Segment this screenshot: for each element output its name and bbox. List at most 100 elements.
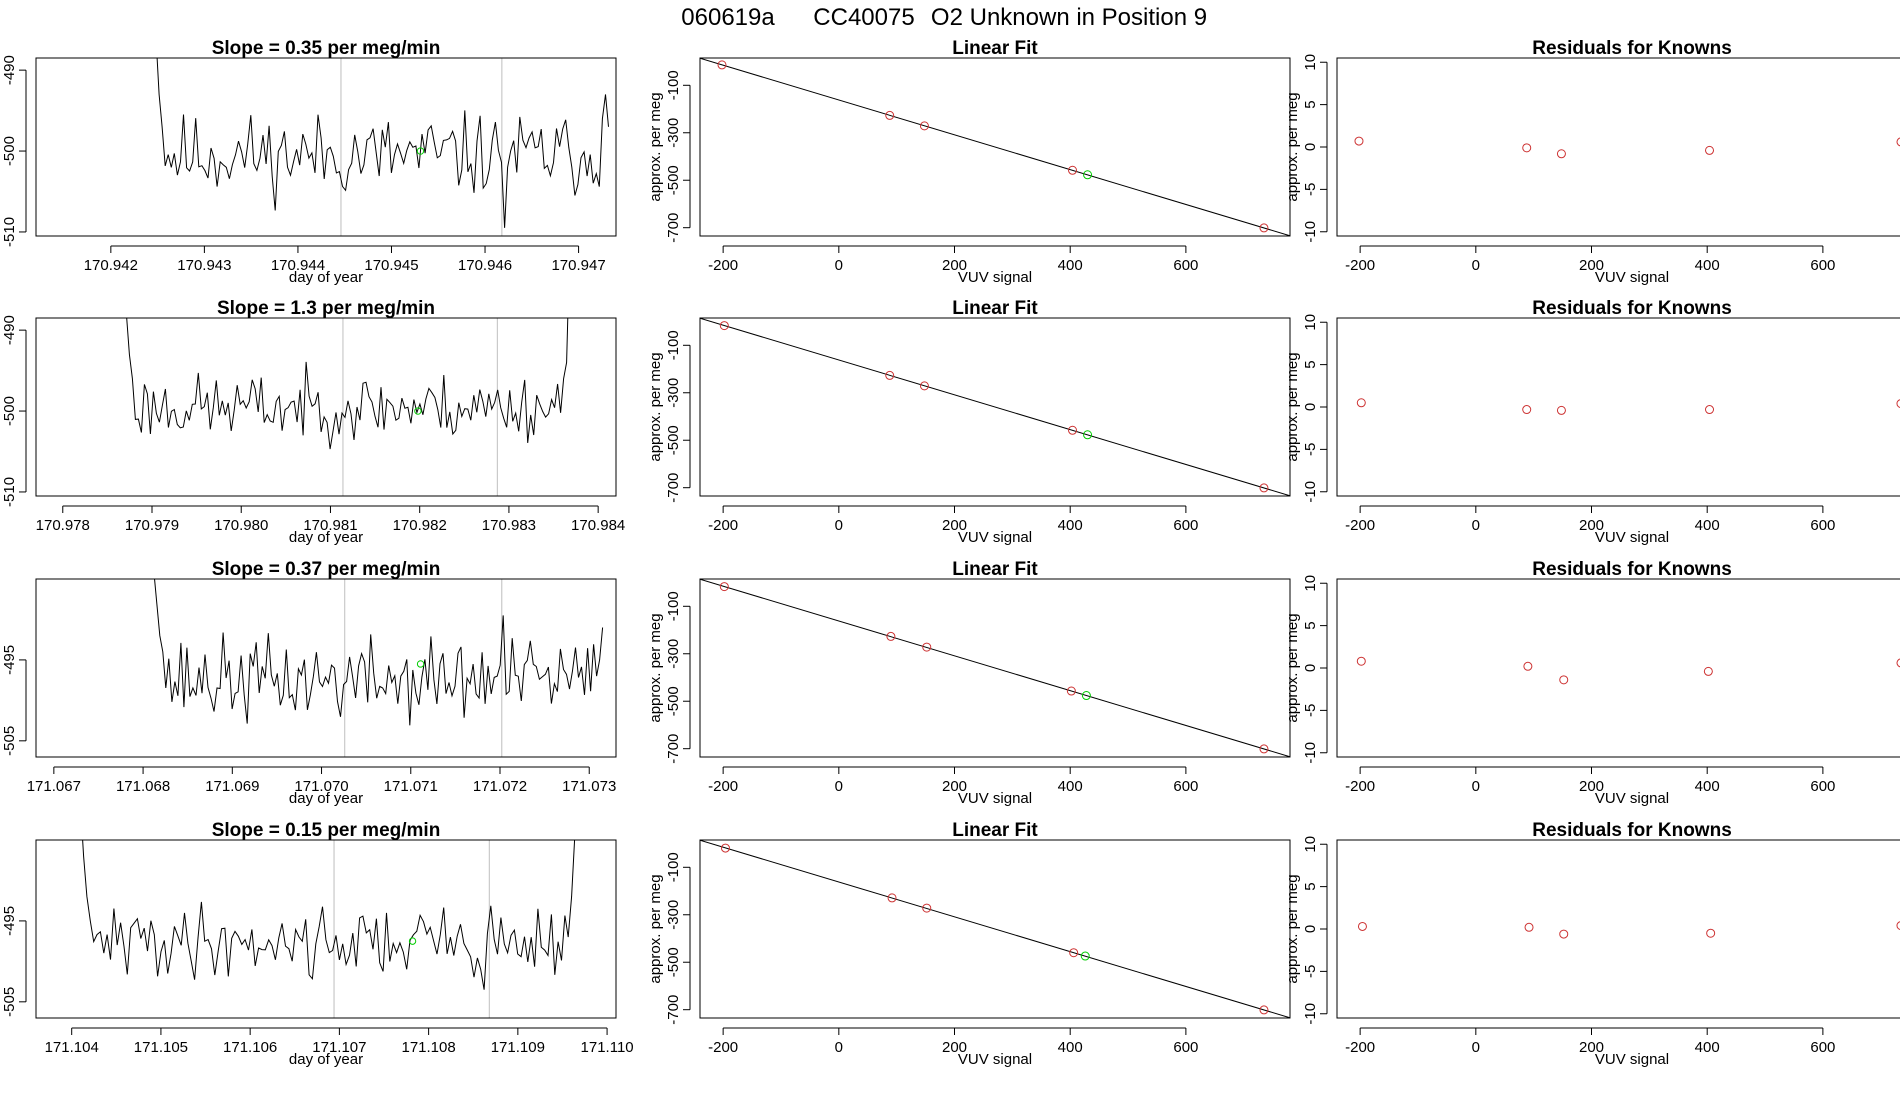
y-tick-label: -510 xyxy=(1,217,18,247)
known-point xyxy=(1068,425,1078,435)
y-tick-label: 10 xyxy=(1302,575,1319,592)
x-tick-label: 0 xyxy=(1472,517,1480,534)
panel-title: Residuals for Knowns xyxy=(1532,559,1732,580)
x-tick-label: 200 xyxy=(942,778,967,795)
residual-point xyxy=(1556,405,1566,415)
panel-trace-1: Slope = 0.35 per meg/min 170.942 170.943 17… xyxy=(1,38,617,286)
known-point xyxy=(886,631,896,641)
panel-resid-2: Residuals for Knowns -200 0 200 400 600 VUV si… xyxy=(1284,298,1900,546)
panel-title: Slope = 0.15 per meg/min xyxy=(212,820,441,841)
residual-point xyxy=(1354,136,1364,146)
x-tick-label: -200 xyxy=(1345,517,1375,534)
y-tick-label: -300 xyxy=(665,900,682,930)
x-tick-label: 171.108 xyxy=(401,1039,455,1056)
x-tick-label: 171.109 xyxy=(491,1039,545,1056)
x-tick-label: 170.980 xyxy=(214,517,268,534)
panel-fit-3: Linear Fit -200 0 200 400 600 VUV signal -700 -5… xyxy=(647,559,1291,807)
x-axis-label: day of year xyxy=(289,790,363,807)
known-point xyxy=(717,60,727,70)
plot-frame xyxy=(1336,57,1900,237)
y-tick-label: 5 xyxy=(1302,621,1319,629)
y-tick-label: -100 xyxy=(665,591,682,621)
y-tick-label: -490 xyxy=(1,55,18,85)
residual-point xyxy=(1524,922,1534,932)
x-tick-label: 171.110 xyxy=(581,1039,634,1056)
x-tick-label: 170.979 xyxy=(125,517,179,534)
x-tick-label: 600 xyxy=(1810,257,1835,274)
x-tick-label: 171.106 xyxy=(223,1039,277,1056)
known-point xyxy=(1259,223,1269,233)
residual-point xyxy=(1356,398,1366,408)
panel-fit-4: Linear Fit -200 0 200 400 600 VUV signal -700 -5… xyxy=(647,820,1291,1068)
fit-line xyxy=(700,840,1290,1018)
panel-title: Linear Fit xyxy=(952,298,1038,319)
x-tick-label: -200 xyxy=(708,778,738,795)
known-point xyxy=(922,903,932,913)
x-tick-label: 171.069 xyxy=(205,778,259,795)
x-tick-label: 170.984 xyxy=(571,517,625,534)
panel-resid-3: Residuals for Knowns -200 0 200 400 600 VUV si… xyxy=(1284,559,1900,807)
x-tick-label: 600 xyxy=(1173,517,1198,534)
known-point xyxy=(1259,483,1269,493)
known-point xyxy=(922,642,932,652)
known-point xyxy=(885,370,895,380)
plot-frame xyxy=(35,578,617,758)
panel-fit-2: Linear Fit -200 0 200 400 600 VUV signal -700 -5… xyxy=(647,298,1291,546)
panel-trace-3: Slope = 0.37 per meg/min 171.067 171.068 17… xyxy=(1,559,617,807)
x-tick-label: 400 xyxy=(1695,1039,1720,1056)
plot-area xyxy=(156,58,609,236)
header-tank-id: CC40075 xyxy=(813,4,914,31)
panel-title: Linear Fit xyxy=(952,38,1038,59)
plot-frame xyxy=(699,839,1291,1019)
x-tick-label: 170.981 xyxy=(303,517,357,534)
plot-area xyxy=(1356,398,1900,415)
y-tick-label: -5 xyxy=(1302,704,1319,717)
x-tick-label: 0 xyxy=(835,778,843,795)
y-tick-label: 0 xyxy=(1302,664,1319,672)
panel-title: Slope = 1.3 per meg/min xyxy=(217,298,435,319)
x-tick-label: 0 xyxy=(835,257,843,274)
x-tick-label: 200 xyxy=(1579,778,1604,795)
plot-area xyxy=(1354,136,1900,159)
x-axis-label: VUV signal xyxy=(958,1051,1032,1068)
x-tick-label: 200 xyxy=(942,257,967,274)
y-tick-label: -100 xyxy=(665,330,682,360)
residual-point xyxy=(1522,143,1532,153)
residual-point xyxy=(1896,658,1900,668)
known-point xyxy=(887,893,897,903)
signal-trace xyxy=(154,579,604,726)
x-tick-label: 600 xyxy=(1173,778,1198,795)
x-axis-label: VUV signal xyxy=(958,269,1032,286)
residual-point xyxy=(1522,405,1532,415)
plot-area xyxy=(154,579,604,757)
plot-frame xyxy=(35,839,617,1019)
unknown-point xyxy=(1083,430,1093,440)
unknown-point xyxy=(1081,691,1091,701)
y-axis-label: approx. per meg xyxy=(1284,92,1301,201)
y-tick-label: 10 xyxy=(1302,54,1319,71)
x-tick-label: 400 xyxy=(1695,257,1720,274)
y-tick-label: -495 xyxy=(1,645,18,675)
x-tick-label: 200 xyxy=(1579,257,1604,274)
y-tick-label: -700 xyxy=(665,473,682,503)
x-tick-label: -200 xyxy=(1345,257,1375,274)
x-tick-label: 200 xyxy=(1579,1039,1604,1056)
y-tick-label: -300 xyxy=(665,639,682,669)
unknown-point xyxy=(1083,170,1093,180)
x-tick-label: 400 xyxy=(1695,778,1720,795)
plot-area xyxy=(700,58,1290,236)
x-tick-label: -200 xyxy=(708,1039,738,1056)
x-tick-label: 600 xyxy=(1810,778,1835,795)
header-description: O2 Unknown in Position 9 xyxy=(931,4,1207,31)
y-tick-label: -495 xyxy=(1,906,18,936)
y-axis-label: approx. per meg xyxy=(647,92,664,201)
x-tick-label: 400 xyxy=(1695,517,1720,534)
y-tick-label: -10 xyxy=(1302,221,1319,243)
plot-frame xyxy=(1336,578,1900,758)
x-tick-label: 170.943 xyxy=(177,257,231,274)
known-point xyxy=(885,110,895,120)
y-tick-label: -5 xyxy=(1302,183,1319,196)
unknown-point xyxy=(408,937,417,945)
x-tick-label: 171.072 xyxy=(473,778,527,795)
y-tick-label: -500 xyxy=(1,136,18,166)
